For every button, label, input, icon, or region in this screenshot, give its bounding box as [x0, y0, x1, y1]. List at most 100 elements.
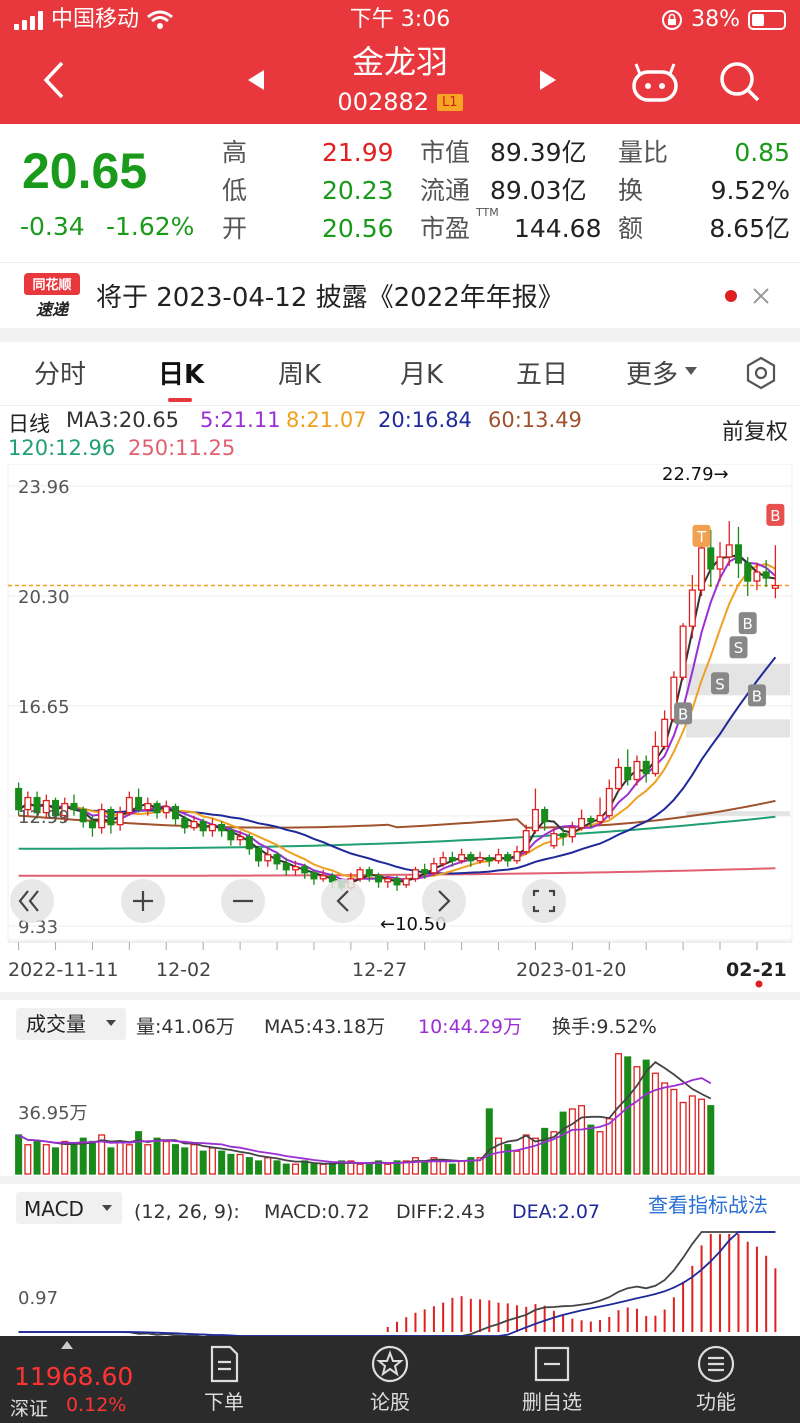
ma3-value: MA3:20.65 [66, 408, 180, 432]
tab-more[interactable]: 更多 [626, 360, 679, 390]
macd-dea-line [18, 1231, 776, 1336]
volume-bar [698, 1098, 706, 1175]
volume-bar [365, 1163, 373, 1175]
next-stock-icon[interactable] [536, 68, 560, 92]
adjust-mode[interactable]: 前复权 [722, 420, 789, 445]
volume-bar [430, 1157, 438, 1175]
resistance-zones [686, 663, 790, 816]
amount-value: 8.65亿 [709, 214, 790, 243]
candle-up [384, 878, 392, 883]
unread-dot-icon [725, 290, 737, 302]
candle-down [33, 796, 41, 814]
macd-dea: DEA:2.07 [512, 1201, 600, 1223]
candle-up [513, 851, 521, 862]
fullscreen-button[interactable] [522, 879, 566, 923]
candle-down [282, 863, 290, 871]
nav-functions-label: 功能 [696, 1390, 736, 1414]
candle-down [587, 817, 595, 823]
volume-bar [707, 1105, 715, 1175]
close-icon[interactable] [752, 287, 770, 305]
status-time: 下午 3:06 [349, 7, 451, 32]
candle-down [504, 854, 512, 862]
back-icon[interactable] [40, 60, 68, 100]
macd-selector[interactable] [16, 1192, 122, 1224]
more-dropdown-icon[interactable] [684, 366, 698, 376]
period-label: 日线 [8, 412, 50, 436]
volume-bar [550, 1131, 558, 1175]
nav-discuss[interactable]: 论股 [330, 1336, 450, 1423]
index-ticker[interactable]: 11968.60 深证 0.12% [0, 1336, 150, 1423]
index-name: 深证 [10, 1398, 49, 1420]
level-badge: L1 [437, 93, 463, 111]
volume-bar [218, 1150, 226, 1175]
volume-bars [15, 1053, 715, 1175]
search-icon[interactable] [718, 60, 760, 102]
price-change-pct: -1.62% [106, 212, 195, 241]
volume-bar [411, 1157, 419, 1175]
tab-monthly-k[interactable]: 月K [400, 360, 444, 390]
candle-down [227, 830, 235, 841]
volume-bar [661, 1082, 669, 1175]
volume-bar [448, 1163, 456, 1175]
scroll-left-button[interactable] [321, 879, 365, 923]
volume-bar [236, 1153, 244, 1175]
volume-bar [181, 1147, 189, 1175]
news-text[interactable]: 将于 2023-04-12 披露《2022年年报》 [96, 283, 564, 313]
price-change: -0.34 [20, 212, 85, 241]
nav-remove-watchlist[interactable]: 删自选 [492, 1336, 612, 1423]
quote-panel: 20.65 -0.34 -1.62% 高 21.99 低 20.23 开 20.… [0, 124, 800, 262]
volume-bar [52, 1147, 60, 1175]
candle-down [79, 808, 87, 823]
macd-params: (12, 26, 9): [134, 1201, 240, 1223]
volume-bar [688, 1095, 696, 1175]
volume-bar [651, 1072, 659, 1175]
volume-bar [227, 1153, 235, 1175]
tab-five-day[interactable]: 五日 [516, 360, 569, 390]
volume-bar [255, 1160, 263, 1175]
volume-bar [208, 1147, 216, 1175]
candle-up [531, 808, 539, 832]
turnover-label: 换 [618, 176, 644, 205]
scroll-right-button[interactable] [422, 879, 466, 923]
candle-up [596, 814, 604, 823]
macd-diff-line [18, 1231, 776, 1336]
macd-strategy-link[interactable]: 查看指标战法 [648, 1193, 768, 1217]
candle-down [365, 869, 373, 877]
candle-down [181, 817, 189, 829]
prev-stock-icon[interactable] [244, 68, 268, 92]
volume-bar [476, 1157, 484, 1175]
candle-down [301, 866, 309, 874]
zone-band [686, 811, 790, 816]
rewind-icon [18, 890, 39, 912]
settings-hexagon-icon[interactable] [744, 356, 778, 390]
volume-selector[interactable] [16, 1008, 126, 1040]
date-label-3: 12-27 [352, 959, 407, 981]
discuss-star-icon [371, 1345, 409, 1383]
rewind-button[interactable] [10, 879, 54, 923]
nav-functions[interactable]: 功能 [656, 1336, 776, 1423]
news-bar[interactable]: 同花顺 速递 将于 2023-04-12 披露《2022年年报》 [0, 262, 800, 328]
open-value: 20.56 [322, 214, 394, 243]
tab-intraday[interactable]: 分时 [34, 360, 87, 390]
candle-up [42, 799, 50, 814]
stock-code: 002882 [337, 88, 430, 116]
candle-down [485, 857, 493, 862]
candle-down [107, 808, 115, 826]
candle-down [393, 878, 401, 886]
today-marker [755, 980, 763, 988]
candle-up [144, 802, 152, 811]
candle-down [171, 805, 180, 820]
candle-up [190, 820, 198, 829]
tab-daily-k[interactable]: 日K [158, 360, 205, 390]
index-change: 0.12% [66, 1394, 127, 1416]
volume-bar [15, 1134, 23, 1175]
robot-assistant-icon[interactable] [630, 58, 680, 104]
volume-bar [679, 1101, 687, 1175]
nav-order[interactable]: 下单 [164, 1336, 284, 1423]
candle-down [273, 854, 281, 865]
candle-up [458, 854, 466, 862]
candle-up [411, 869, 419, 880]
ma20-value: 20:16.84 [378, 408, 472, 432]
tab-weekly-k[interactable]: 周K [278, 360, 322, 390]
